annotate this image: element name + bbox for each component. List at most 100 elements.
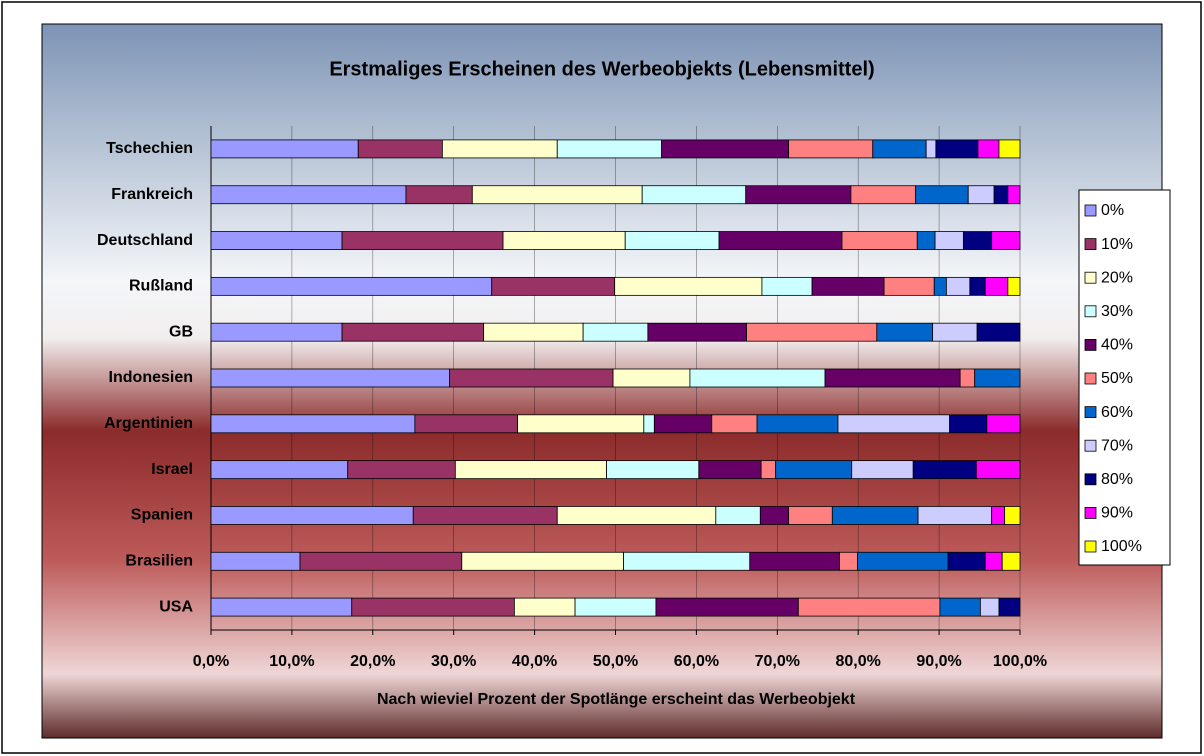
- bar-segment: [947, 551, 986, 571]
- bar-segment: [975, 460, 1021, 480]
- bar-segment: [414, 414, 519, 434]
- bar-segment: [689, 368, 826, 388]
- legend-label: 100%: [1101, 538, 1142, 555]
- bar-segment: [974, 368, 1021, 388]
- bar-segment: [917, 506, 993, 525]
- bar-segment: [351, 597, 515, 617]
- bar-segment: [811, 276, 885, 296]
- bar-segment: [461, 551, 624, 571]
- bar-segment: [979, 597, 1000, 617]
- x-tick-label: 40,0%: [512, 653, 557, 670]
- legend-swatch: [1084, 204, 1097, 217]
- x-tick-label: 10,0%: [269, 653, 314, 670]
- x-tick-label: 60,0%: [674, 653, 719, 670]
- bar-segment: [405, 185, 473, 205]
- bar-segment: [934, 231, 964, 250]
- bar-segment: [986, 414, 1021, 434]
- bar-segment: [991, 506, 1006, 525]
- bar-segment: [210, 276, 493, 296]
- bar-segment: [347, 460, 456, 480]
- bar-segment: [556, 506, 717, 525]
- bar-segment: [299, 551, 463, 571]
- bar-segment: [341, 322, 485, 342]
- bar-segment: [976, 322, 1021, 342]
- bar-segment: [210, 414, 416, 434]
- bar-segment: [760, 460, 777, 480]
- bar-segment: [759, 506, 790, 525]
- bar-segment: [556, 139, 663, 159]
- bar-segment: [756, 414, 839, 434]
- legend-swatch: [1084, 238, 1097, 251]
- bar-segment: [647, 322, 747, 342]
- legend-label: 60%: [1101, 404, 1133, 421]
- bar-segment: [210, 551, 301, 571]
- bar-segment: [502, 231, 626, 250]
- bar-segment: [962, 231, 993, 250]
- bar-segment: [643, 414, 655, 434]
- bar-segment: [839, 551, 858, 571]
- y-tick-label: USA: [159, 598, 193, 615]
- bar-segment: [788, 506, 833, 525]
- bar-segment: [623, 551, 751, 571]
- bar-segment: [998, 597, 1021, 617]
- y-tick-label: Indonesien: [109, 369, 193, 386]
- bar-segment: [491, 276, 616, 296]
- bar-segment: [984, 551, 1003, 571]
- legend-label: 80%: [1101, 471, 1133, 488]
- bar-segment: [653, 414, 713, 434]
- x-tick-label: 70,0%: [755, 653, 800, 670]
- bar-segment: [614, 276, 763, 296]
- bar-segment: [210, 231, 343, 250]
- bar-segment: [831, 506, 919, 525]
- bar-segment: [775, 460, 853, 480]
- legend-label: 30%: [1101, 303, 1133, 320]
- bar-segment: [210, 322, 343, 342]
- bar-segment: [749, 551, 840, 571]
- y-tick-label: Deutschland: [97, 232, 193, 249]
- x-tick-label: 50,0%: [593, 653, 638, 670]
- x-tick-label: 90,0%: [916, 653, 961, 670]
- legend-swatch: [1084, 372, 1097, 385]
- x-tick-label: 0,0%: [193, 653, 229, 670]
- bar-segment: [916, 231, 936, 250]
- bar-segment: [969, 276, 986, 296]
- bar-segment: [483, 322, 584, 342]
- bar-segment: [915, 185, 969, 205]
- bar-segment: [582, 322, 649, 342]
- legend-label: 10%: [1101, 236, 1133, 253]
- bar-segment: [935, 139, 979, 159]
- bar-segment: [837, 414, 951, 434]
- bar-segment: [998, 139, 1021, 159]
- bar-segment: [574, 597, 657, 617]
- bar-segment: [454, 460, 608, 480]
- bar-segment: [210, 506, 414, 525]
- y-tick-label: Argentinien: [104, 415, 193, 432]
- bar-segment: [612, 368, 691, 388]
- legend-label: 20%: [1101, 269, 1133, 286]
- bar-segment: [715, 506, 761, 525]
- bar-segment: [606, 460, 700, 480]
- bar-segment: [788, 139, 874, 159]
- bar-segment: [872, 139, 927, 159]
- bar-segment: [797, 597, 941, 617]
- legend-swatch: [1084, 271, 1097, 284]
- legend-swatch: [1084, 305, 1097, 318]
- bar-segment: [357, 139, 443, 159]
- bar-segment: [991, 231, 1021, 250]
- x-tick-label: 20,0%: [350, 653, 395, 670]
- legend-swatch: [1084, 439, 1097, 452]
- bar-segment: [655, 597, 799, 617]
- bar-segment: [967, 185, 995, 205]
- bar-segment: [746, 322, 878, 342]
- bar-segment: [624, 231, 720, 250]
- bar-segment: [1004, 506, 1021, 525]
- bar-segment: [412, 506, 558, 525]
- bar-segment: [883, 276, 935, 296]
- bar-segment: [718, 231, 843, 250]
- bar-segment: [912, 460, 977, 480]
- y-tick-label: Israel: [151, 461, 193, 478]
- bar-segment: [959, 368, 976, 388]
- bar-segment: [1001, 551, 1021, 571]
- bar-segment: [513, 597, 576, 617]
- bar-segment: [876, 322, 934, 342]
